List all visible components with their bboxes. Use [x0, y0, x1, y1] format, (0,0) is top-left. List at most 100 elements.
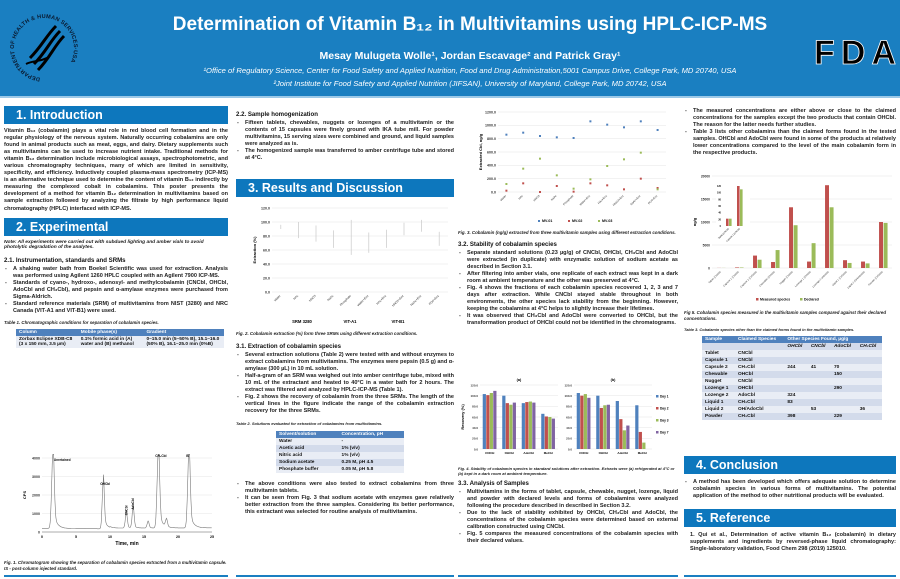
- bar: [482, 394, 486, 449]
- data-point: [555, 136, 558, 139]
- table-header: Solvent/solution: [276, 430, 339, 438]
- list-item: A method has been developed which offers…: [684, 479, 896, 500]
- data-point: [505, 133, 508, 136]
- column-divider: [684, 575, 896, 577]
- table-cell: Capsule 1: [702, 356, 735, 364]
- table-cell: [784, 370, 808, 378]
- legend-swatch: [598, 220, 600, 222]
- authors: Mesay Mulugeta Wolle¹, Jordan Escavage² …: [319, 50, 621, 62]
- y-tick-label: 40.0: [263, 262, 270, 266]
- data-point: [539, 135, 541, 137]
- poster-header: DEPARTMENT OF HEALTH & HUMAN SERVICES·US…: [0, 0, 900, 96]
- bar: [811, 243, 816, 268]
- inset-bar: [726, 218, 729, 226]
- legend-swatch: [656, 395, 659, 398]
- bar: [541, 413, 545, 449]
- table-header: Sample: [702, 335, 735, 343]
- list-item: A shaking water bath from Boekel Scienti…: [4, 266, 228, 280]
- table-cell: [830, 356, 857, 364]
- x-tick-label: Water+Enz: [356, 294, 370, 308]
- table-cell: [784, 405, 808, 413]
- figure-2-chart: 0.0 20.0 40.0 60.0 80.0 100.0 120.0 Extraction …: [252, 206, 448, 324]
- x-tick-label: HAc+Enz: [375, 294, 387, 306]
- table-cell: AdoCbl: [734, 391, 785, 399]
- table-cell: Zorbax Eclipse XDB-C8 (3 x 150 mm, 3.5 µ…: [16, 335, 78, 348]
- table-subheader: OHCbl: [784, 342, 808, 350]
- data-point: [623, 188, 625, 191]
- data-point: [539, 191, 541, 193]
- x-tick-label: Lozenge 2 (AdoCbl): [812, 270, 830, 288]
- x-axis-label: Time, min: [115, 541, 138, 547]
- y-tick-label: 2000: [32, 493, 40, 497]
- y-tick-label: 120.0: [261, 206, 270, 210]
- list-item: After filtering into amber vials, one re…: [458, 271, 678, 285]
- table-cell: 41: [807, 363, 831, 371]
- table-cell: Sodium acetate: [276, 458, 339, 466]
- table-3: Sample Claimed Species Other Species Found…: [702, 335, 882, 420]
- legend-swatch: [656, 419, 659, 422]
- figure-3-chart: 0.0 200.0 400.0 600.0 800.0 1000.0 1200.0 Extra…: [478, 110, 666, 223]
- poster-title: Determination of Vitamin B₁₂ in Multivit…: [172, 14, 768, 35]
- bar: [502, 395, 506, 449]
- data-point: [656, 187, 659, 189]
- bar: [843, 260, 847, 268]
- peak-label: CH₃Cbl: [155, 454, 166, 458]
- bar: [615, 401, 619, 449]
- table-cell: 0–15.0 min (5–50% B), 15.1–16.0 (50% B),…: [143, 335, 224, 348]
- table-cell: 70: [830, 363, 857, 371]
- table-cell: [807, 349, 831, 357]
- y-axis-label: Extraction (%): [252, 236, 257, 264]
- table-cell: [784, 356, 808, 364]
- subsection-2-2-heading: 2.2. Sample homogenization: [236, 111, 318, 118]
- data-point: [572, 137, 575, 139]
- peak-label: OHCbl: [100, 482, 110, 486]
- x-tick-label: CNCbl: [579, 451, 588, 455]
- table-cell: [784, 384, 808, 392]
- inset-bar: [740, 189, 743, 226]
- table-row: Lozenge 2 AdoCbl 324: [702, 391, 882, 399]
- table-cell: [807, 412, 831, 420]
- bar: [861, 261, 865, 268]
- bar: [509, 404, 513, 449]
- affiliation-1: ¹Office of Regulatory Science, Center fo…: [203, 66, 737, 75]
- group-label: VIT-A1: [343, 319, 357, 324]
- figure-3-caption: Fig. 3. Cobalamin (ng/g) extracted from …: [458, 230, 676, 235]
- x-tick-label: OHCbl: [505, 451, 514, 455]
- bar: [739, 267, 744, 268]
- table-header: Other Species Found, µg/g: [784, 335, 882, 343]
- table-header: Claimed Species: [734, 335, 785, 343]
- y-axis-label: ng/g: [692, 217, 697, 226]
- y-tick-label: 20.0: [472, 437, 478, 441]
- table-cell: [784, 377, 808, 385]
- list-item: Fig. 4 shows the fractions of each cobal…: [458, 285, 678, 313]
- bar: [505, 403, 509, 449]
- group-label: SRM 3280: [292, 319, 312, 324]
- x-tick-label: HAc+Enz: [597, 193, 609, 205]
- y-tick-label: 400.0: [487, 164, 496, 168]
- table-cell: 398: [784, 412, 808, 420]
- y-axis-label: Recovery (%): [460, 404, 465, 430]
- y-tick-label: 0.0: [474, 447, 479, 451]
- y-tick-label: 100.0: [564, 394, 572, 398]
- table-cell: Chewable: [702, 370, 735, 378]
- y-tick-label: 1000.0: [485, 124, 496, 128]
- list-item: The above conditions were also tested to…: [236, 481, 454, 495]
- data-point: [639, 151, 642, 154]
- list-item: The measured concentrations are either a…: [684, 108, 896, 129]
- table-row: Liquid 2 OH/AdoCbl 53 36: [702, 405, 882, 413]
- list-item: The homogenized sample was transferred t…: [236, 148, 454, 162]
- list-item: It can be seen from Fig. 3 that sodium a…: [236, 495, 454, 516]
- list-item: Table 3 lists other cobalamins than the …: [684, 129, 896, 157]
- y-tick-label: 40.0: [472, 426, 478, 430]
- x-tick-label: CNCbl: [485, 451, 494, 455]
- y-tick-label: 120.0: [564, 383, 572, 387]
- table-2-caption: Table 2. Solutions evaluated for extract…: [236, 421, 383, 427]
- legend-swatch: [656, 431, 659, 434]
- bar: [771, 262, 775, 268]
- x-tick-label: NaAc: [550, 193, 558, 201]
- subsection-3-1-heading: 3.1. Extraction of cobalamin species: [236, 342, 341, 350]
- y-tick-label: 60.0: [263, 248, 270, 252]
- x-tick-label: Phosphate: [339, 294, 352, 307]
- legend-label: Declared: [804, 298, 819, 302]
